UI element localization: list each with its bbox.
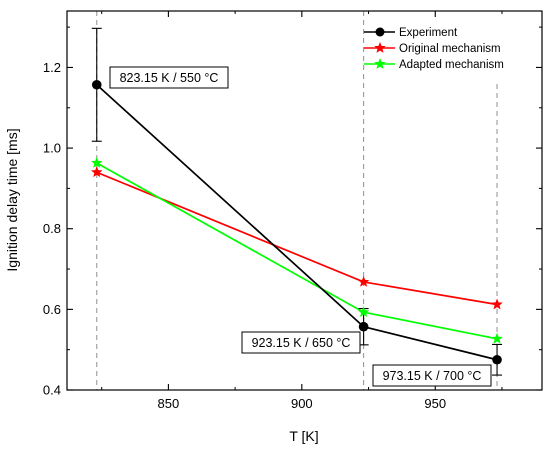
legend-marker-original-mechanism <box>374 42 386 53</box>
data-point-experiment <box>492 354 502 365</box>
data-point-adapted-mechanism <box>491 332 503 344</box>
x-tick-label: 850 <box>158 396 180 411</box>
annotation-label: 923.15 K / 650 °C <box>252 336 351 350</box>
y-tick-label: 1.2 <box>43 60 61 75</box>
legend-label-original-mechanism: Original mechanism <box>399 43 501 55</box>
x-tick-label: 900 <box>291 396 313 411</box>
legend-label-experiment: Experiment <box>399 27 458 39</box>
y-axis-title: Ignition delay time [ms] <box>4 128 20 271</box>
legend-item-original-mechanism: Original mechanism <box>364 42 501 55</box>
data-point-original-mechanism <box>357 275 370 287</box>
plot-frame <box>66 10 543 391</box>
data-point-original-mechanism <box>91 166 103 178</box>
y-tick-label: 0.6 <box>43 302 61 317</box>
legend-marker-experiment <box>375 27 385 37</box>
legend: Experiment Original mechanism Adapted me… <box>364 27 504 71</box>
data-point-experiment <box>91 79 102 90</box>
x-axis-title: T [K] <box>289 428 318 444</box>
data-point-original-mechanism <box>491 298 503 310</box>
y-tick-label: 0.8 <box>43 221 61 236</box>
legend-label-adapted-mechanism: Adapted mechanism <box>399 59 504 71</box>
annotation-box-2: 923.15 K / 650 °C <box>241 331 361 354</box>
data-point-adapted-mechanism <box>357 306 370 318</box>
annotation-box-1: 823.15 K / 550 °C <box>109 66 229 89</box>
legend-item-experiment: Experiment <box>364 27 458 39</box>
legend-item-adapted-mechanism: Adapted mechanism <box>364 58 504 71</box>
x-tick-label: 950 <box>424 396 446 411</box>
annotation-label: 823.15 K / 550 °C <box>120 71 219 85</box>
y-tick-label: 1.0 <box>43 141 61 156</box>
annotation-box-3: 973.15 K / 700 °C <box>372 364 492 387</box>
data-point-adapted-mechanism <box>91 157 103 168</box>
y-tick-label: 0.4 <box>43 383 61 398</box>
legend-marker-adapted-mechanism <box>374 58 386 69</box>
data-point-experiment <box>358 321 369 332</box>
annotation-label: 973.15 K / 700 °C <box>383 369 482 383</box>
